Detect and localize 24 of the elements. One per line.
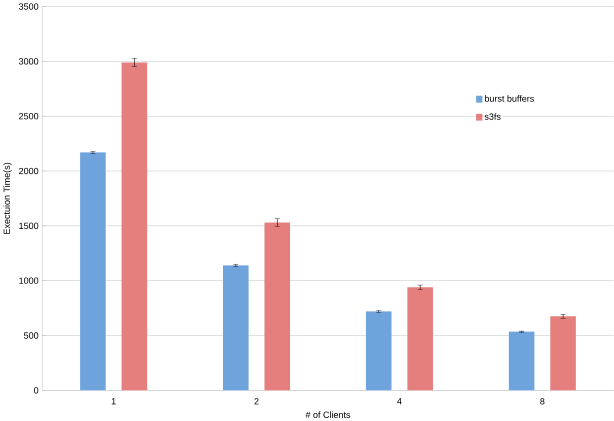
bar [550, 316, 576, 390]
y-tick-label: 3000 [18, 58, 38, 64]
y-tick-label: 1000 [19, 277, 38, 284]
legend-label: burst buffers [484, 94, 534, 102]
bar [223, 265, 249, 390]
y-tick-label: 2000 [19, 168, 38, 174]
x-tick-label: 4 [397, 398, 402, 404]
bar [264, 222, 290, 390]
legend-label: s3fs [484, 113, 501, 120]
bar [407, 287, 433, 390]
y-axis-title: Exectuion Time(s) [3, 162, 12, 234]
y-tick-label: 2500 [19, 112, 38, 120]
y-tick-label: 3500 [18, 3, 38, 10]
x-tick-label: 8 [540, 398, 544, 404]
y-tick-label: 0 [34, 386, 38, 394]
x-tick-label: 1 [112, 398, 116, 404]
bar [122, 62, 148, 390]
bar [366, 311, 392, 390]
y-tick-label: 500 [24, 332, 38, 339]
x-tick-label: 2 [254, 398, 259, 404]
x-axis-title: # of Clients [306, 411, 350, 418]
bar [80, 152, 106, 390]
y-tick-label: 1500 [19, 222, 38, 229]
bar [508, 332, 534, 390]
